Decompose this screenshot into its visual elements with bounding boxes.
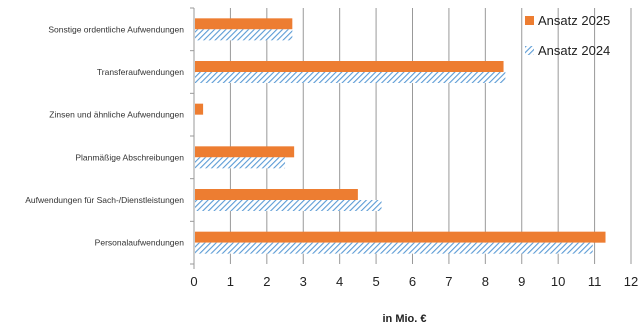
x-tick-label: 6 (409, 274, 416, 289)
bars (195, 18, 606, 254)
x-tick-label: 10 (551, 274, 565, 289)
grid-lines (190, 7, 632, 265)
legend-swatch (525, 46, 534, 55)
bar (195, 61, 504, 72)
x-tick-label: 11 (588, 274, 602, 289)
x-tick-label: 9 (518, 274, 525, 289)
x-tick-labels: 0 1 2 3 4 5 6 7 8 9 10 11 12 (190, 274, 638, 289)
x-tick-label: 8 (482, 274, 489, 289)
category-label: Transferaufwendungen (97, 67, 184, 77)
bar (195, 146, 295, 158)
category-label: Planmäßige Abschreibungen (75, 152, 184, 162)
bar (195, 242, 593, 254)
category-label: Zinsen und ähnliche Aufwendungen (49, 110, 184, 120)
x-tick-label: 5 (372, 274, 379, 289)
x-tick-label: 0 (190, 274, 197, 289)
bar (195, 72, 506, 83)
category-labels: Sonstige ordentliche Aufwendungen Transfe… (25, 24, 184, 247)
category-label: Sonstige ordentliche Aufwendungen (48, 24, 184, 34)
bar (195, 157, 286, 169)
bar (195, 29, 293, 41)
legend-swatch (525, 16, 534, 25)
x-tick-label: 7 (445, 274, 452, 289)
x-tick-label: 2 (263, 274, 270, 289)
bar (195, 18, 293, 30)
bar (195, 189, 358, 200)
bar (195, 103, 204, 115)
x-axis-title: in Mio. € (383, 313, 427, 325)
bar (195, 200, 382, 211)
legend: Ansatz 2025 Ansatz 2024 (525, 13, 610, 58)
legend-label: Ansatz 2025 (538, 13, 610, 28)
legend-label: Ansatz 2024 (538, 43, 610, 58)
category-label: Aufwendungen für Sach-/Dienstleistungen (25, 195, 184, 205)
x-tick-label: 4 (336, 274, 343, 289)
bar (195, 231, 606, 243)
x-tick-label: 1 (227, 274, 234, 289)
x-tick-label: 3 (300, 274, 307, 289)
x-tick-label: 12 (624, 274, 638, 289)
category-label: Personalaufwendungen (95, 238, 185, 248)
